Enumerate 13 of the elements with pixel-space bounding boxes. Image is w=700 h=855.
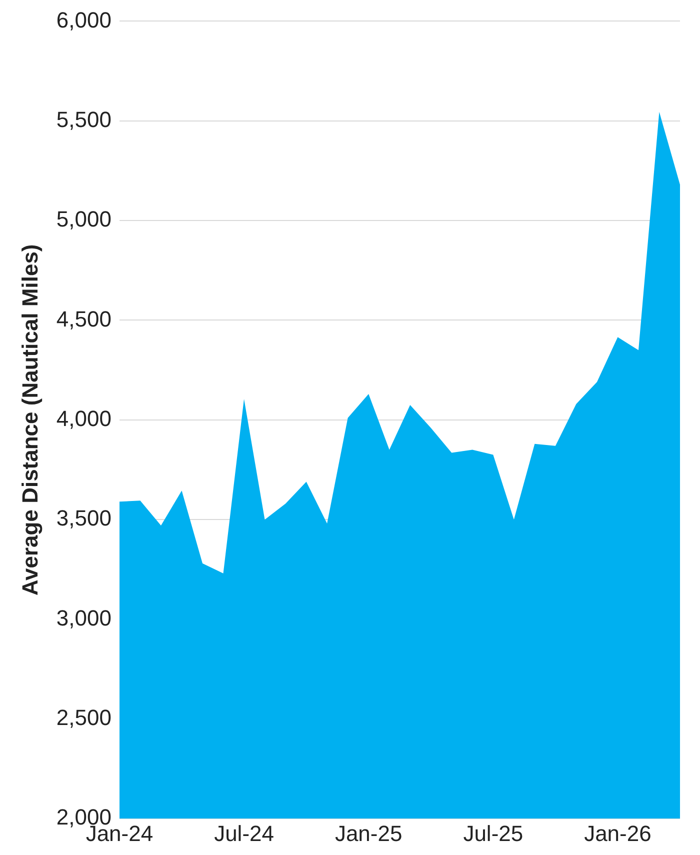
x-tick-label: Jul-25 — [463, 820, 524, 846]
y-tick-label: 3,500 — [56, 506, 112, 531]
y-tick-label: 4,500 — [56, 306, 112, 332]
y-axis-title: Average Distance (Nautical Miles) — [17, 244, 42, 596]
y-tick-label: 2,500 — [56, 704, 112, 730]
x-tick-label: Jul-24 — [214, 820, 274, 846]
y-tick-label: 5,500 — [56, 106, 112, 132]
y-tick-label: 4,000 — [56, 406, 112, 431]
y-tick-label: 6,000 — [56, 7, 112, 32]
x-tick-label: Jan-25 — [334, 820, 402, 846]
x-tick-label: Jan-26 — [584, 820, 652, 846]
y-tick-label: 3,000 — [56, 605, 112, 630]
y-tick-label: 5,000 — [56, 206, 112, 232]
